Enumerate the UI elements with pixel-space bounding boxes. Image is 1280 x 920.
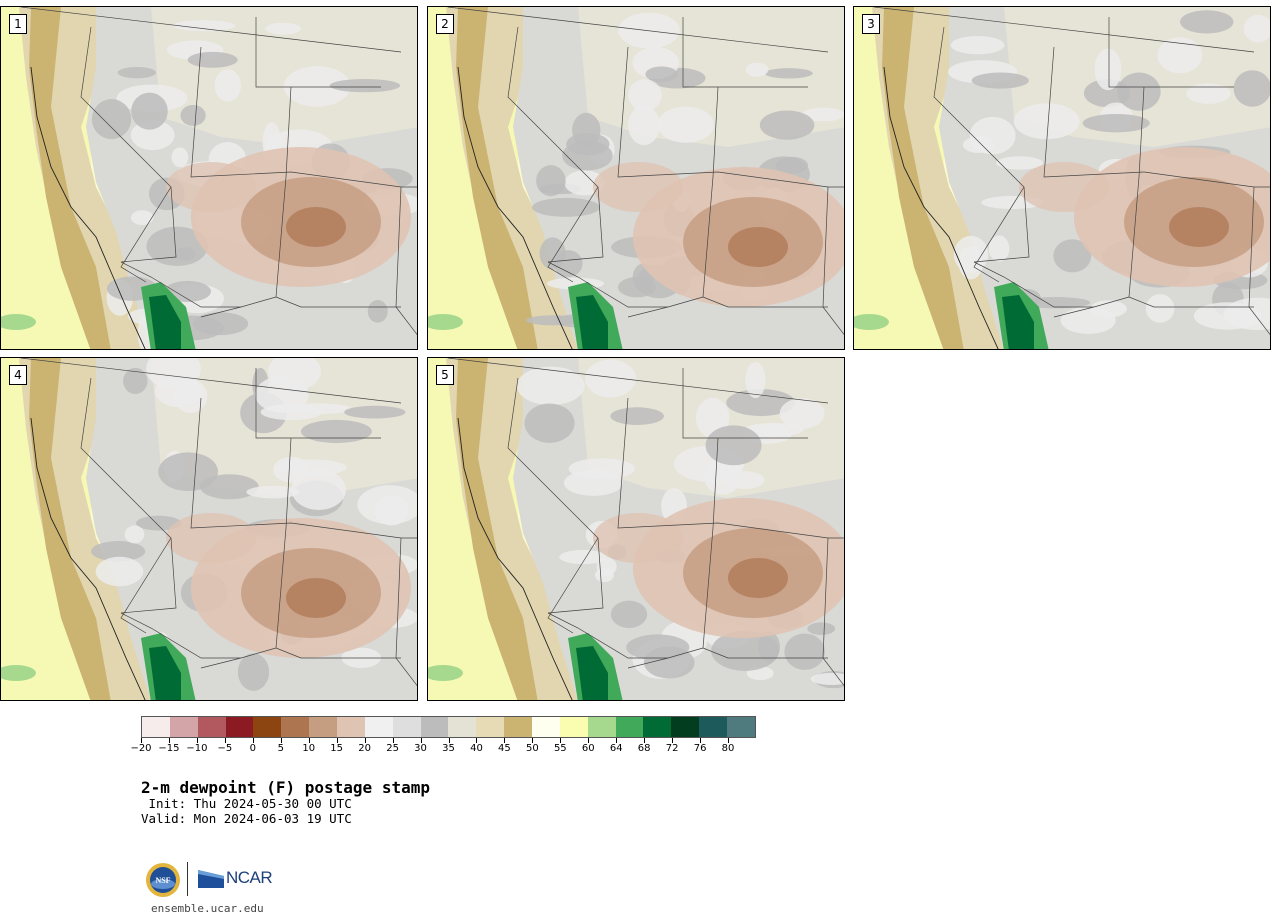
colorbar-segment [615,717,644,737]
colorbar-segment [559,717,588,737]
colorbar-tick [644,738,646,743]
colorbar-segment [253,717,282,737]
dewpoint-map-5 [428,358,844,700]
panel-number-4: 4 [9,365,27,385]
colorbar-tick-label: −5 [217,743,233,754]
colorbar-tick-label: 0 [249,743,256,754]
map-panel-2: 2 [427,6,845,350]
colorbar-tick [308,738,310,743]
colorbar-segment [671,717,700,737]
colorbar-tick [588,738,590,743]
colorbar-tick [504,738,506,743]
panel-number-5: 5 [436,365,454,385]
panel-number-3: 3 [862,14,880,34]
colorbar-segment [448,717,477,737]
colorbar-segment [504,717,533,737]
colorbar-tick [448,738,450,743]
site-url: ensemble.ucar.edu [151,902,264,915]
dewpoint-map-3 [854,7,1270,349]
colorbar-tick [560,738,562,743]
colorbar-tick-label: 5 [277,743,284,754]
colorbar-tick [196,738,198,743]
panel-number-2: 2 [436,14,454,34]
colorbar-tick [364,738,366,743]
colorbar-tick [728,738,730,743]
colorbar-tick-label: 45 [498,743,511,754]
colorbar-segment [197,717,226,737]
colorbar-tick-label: 60 [581,743,595,754]
colorbar-segment [142,717,170,737]
colorbar-segment [532,717,560,737]
colorbar-segment [727,717,755,737]
panel-number-1: 1 [9,14,27,34]
colorbar-tick [616,738,618,743]
colorbar-tick-label: 72 [665,743,679,754]
dewpoint-map-4 [1,358,417,700]
colorbar-tick [476,738,478,743]
colorbar-tick-label: −20 [130,743,152,754]
colorbar-tick-label: 25 [386,743,399,754]
colorbar-tick [168,738,170,743]
colorbar-tick [224,738,226,743]
nsf-logo: NSF [145,862,181,898]
colorbar-segment [643,717,672,737]
colorbar-tick-label: 30 [414,743,427,754]
colorbar-tick [420,738,422,743]
colorbar-tick-label: −15 [158,743,180,754]
init-time: Init: Thu 2024-05-30 00 UTC [141,796,352,811]
colorbar-tick-label: 55 [553,743,567,754]
ncar-logo: NCAR [198,866,273,890]
map-panel-4: 4 [0,357,418,701]
colorbar-tick-label: 35 [442,743,455,754]
colorbar-tick-label: 50 [525,743,539,754]
map-panel-1: 1 [0,6,418,350]
colorbar-tick-label: 40 [470,743,483,754]
colorbar-tick-label: 76 [693,743,707,754]
logo-divider [187,862,188,896]
colorbar-tick-label: 20 [358,743,371,754]
colorbar-segment [476,717,505,737]
colorbar-tick [280,738,282,743]
colorbar-segment [420,717,449,737]
colorbar-tick [336,738,338,743]
colorbar-tick-label: 10 [302,743,316,754]
colorbar-segment [699,717,728,737]
colorbar-ticks: −20 −15 −10 −5 0 5 10 15 20 25 30 35 40 45 50 55 60 64 68 7… [130,738,756,758]
colorbar-tick-label: 15 [330,743,344,754]
colorbar-tick-label: −10 [186,743,208,754]
colorbar [141,716,756,738]
colorbar-segment [337,717,365,737]
colorbar-segment [169,717,198,737]
colorbar-segment [309,717,338,737]
dewpoint-map-2 [428,7,844,349]
nsf-logo-text: NSF [155,876,170,885]
chart-title: 2-m dewpoint (F) postage stamp [141,778,430,797]
colorbar-tick-label: 80 [721,743,735,754]
ncar-logo-text: NCAR [226,868,273,887]
dewpoint-map-1 [1,7,417,349]
colorbar-tick [252,738,254,743]
colorbar-tick [532,738,534,743]
colorbar-tick [672,738,674,743]
colorbar-tick-label: 64 [609,743,623,754]
colorbar-segment [392,717,421,737]
colorbar-tick-label: 68 [637,743,651,754]
colorbar-segment [587,717,616,737]
map-panel-3: 3 [853,6,1271,350]
colorbar-segment [364,717,393,737]
colorbar-tick [141,738,142,743]
colorbar-tick [700,738,702,743]
colorbar-tick [392,738,394,743]
valid-time: Valid: Mon 2024-06-03 19 UTC [141,811,352,826]
map-panel-5: 5 [427,357,845,701]
colorbar-segment [225,717,254,737]
colorbar-segment [281,717,310,737]
